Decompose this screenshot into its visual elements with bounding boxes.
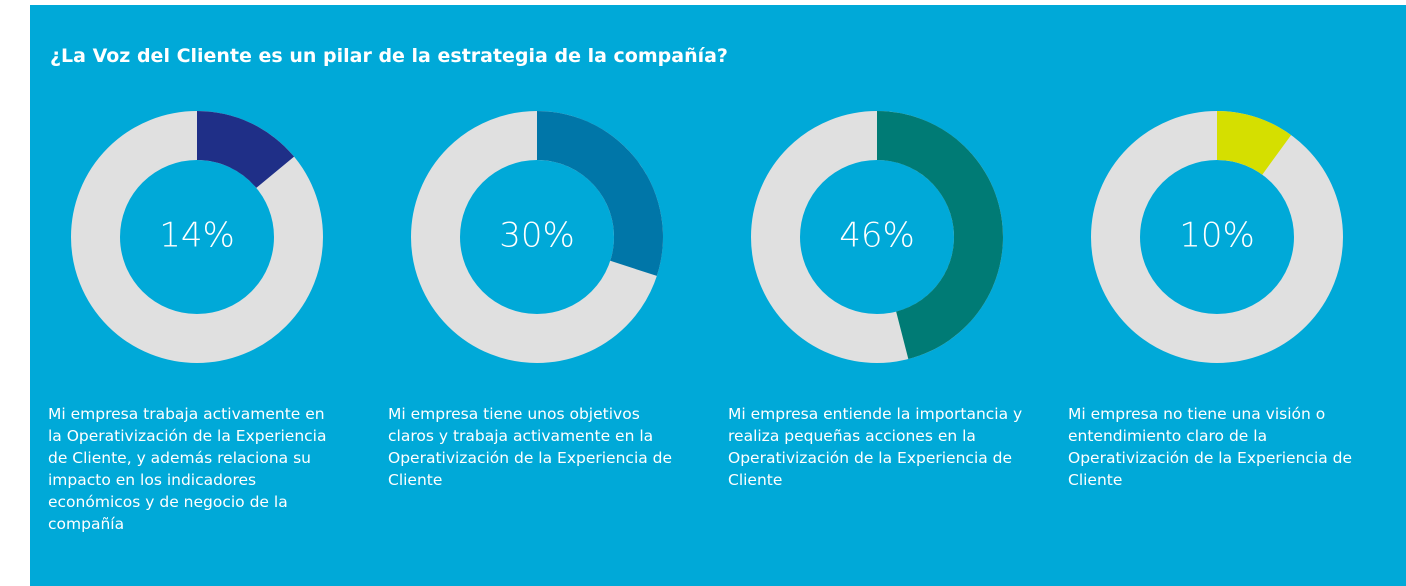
center-label: 46% <box>839 216 915 256</box>
charts: 14% 30% 46% 10% <box>71 111 1343 363</box>
center-label: 30% <box>499 216 575 256</box>
center-label: 10% <box>1179 216 1255 256</box>
donut-segment <box>197 111 295 188</box>
title: ¿La Voz del Cliente es un pilar de la es… <box>50 45 728 67</box>
donut-segment <box>1217 111 1292 175</box>
caption: Mi empresa no tiene una visión o entendi… <box>1068 405 1353 489</box>
center-label: 14% <box>159 216 235 256</box>
caption: Mi empresa tiene unos objetivos claros y… <box>388 405 673 489</box>
donut-segment <box>537 111 664 276</box>
donut-segment <box>877 111 1003 360</box>
caption: Mi empresa trabaja activamente en la Ope… <box>48 405 327 533</box>
panel: ¿La Voz del Cliente es un pilar de la es… <box>30 5 1406 586</box>
caption: Mi empresa entiende la importancia y rea… <box>728 405 1023 489</box>
